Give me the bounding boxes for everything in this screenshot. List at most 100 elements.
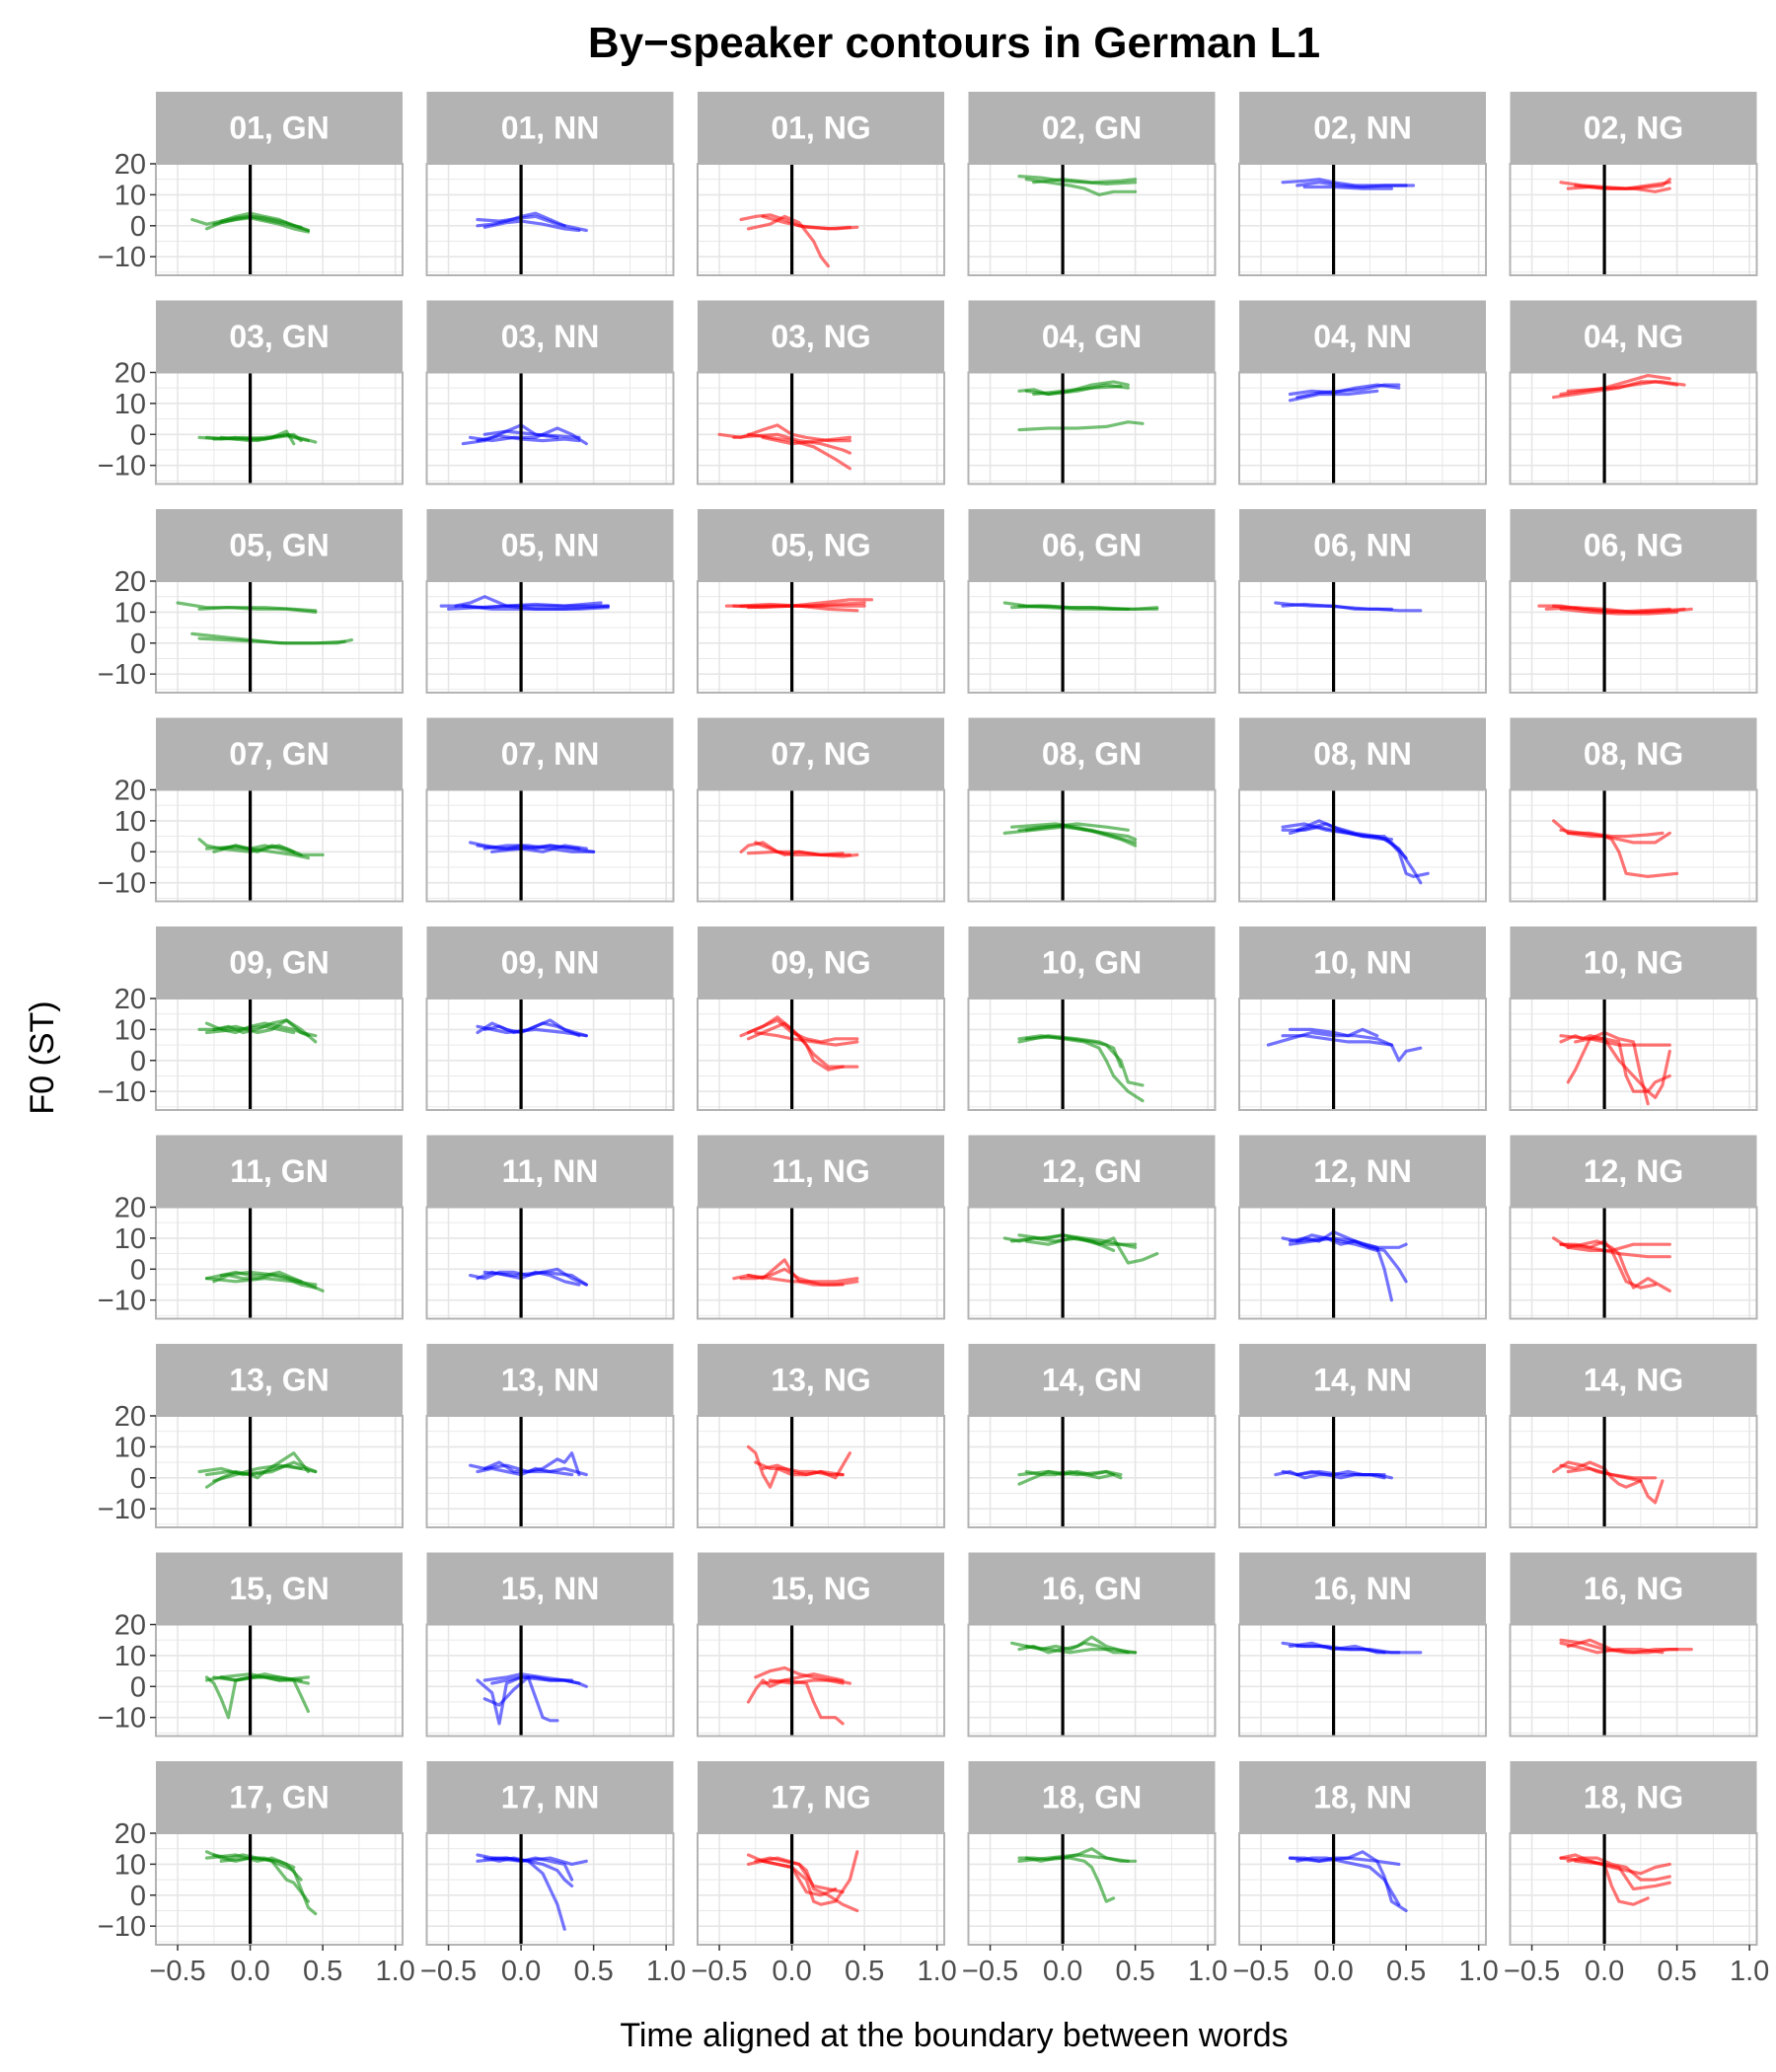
facet-panel: 02, NN: [1238, 92, 1487, 276]
facet-panel: 14, GN: [967, 1344, 1217, 1528]
facet-strip: [426, 92, 674, 164]
panel-background: [1510, 164, 1757, 275]
f0-contour-line: [1009, 604, 1130, 611]
f0-contour-line: [212, 1463, 303, 1483]
panel-background: [1510, 999, 1757, 1110]
x-tick-label: 0.0: [1585, 1956, 1624, 1987]
f0-contour-line: [1566, 1242, 1671, 1252]
f0-contour-line: [1281, 602, 1393, 611]
f0-contour-line: [1559, 1853, 1650, 1906]
facet-panel: 10, NN: [1238, 926, 1487, 1111]
panel-background: [1239, 1207, 1486, 1319]
panel-background: [156, 1416, 403, 1527]
facet-strip: [156, 1344, 403, 1416]
y-tick-label: −10: [98, 868, 146, 900]
chart-title: By−speaker contours in German L1: [588, 19, 1320, 67]
facet-strip-label: 13, NN: [501, 1363, 600, 1398]
panel-background: [156, 581, 403, 693]
panel-border: [967, 788, 1217, 903]
panel-border: [697, 163, 945, 276]
panel-border: [155, 580, 404, 694]
f0-contour-line: [219, 214, 303, 229]
x-tick-label: −0.5: [420, 1956, 477, 1987]
y-tick-label: 20: [114, 1818, 146, 1850]
facet-strip-label: 08, GN: [1042, 736, 1142, 772]
panel-border: [697, 1206, 945, 1320]
f0-contour-line: [746, 1021, 845, 1069]
panel-border: [1509, 1415, 1758, 1528]
panel-border: [425, 371, 675, 485]
facet-strip-label: 11, GN: [230, 1153, 329, 1189]
facet-strip: [156, 1552, 403, 1625]
facet-strip: [1510, 1552, 1757, 1625]
panel-border: [425, 1832, 675, 1946]
x-tick-label: 0.0: [230, 1956, 269, 1987]
f0-contour-line: [476, 214, 588, 233]
f0-contour-line: [1024, 1644, 1138, 1655]
panel-background: [1510, 1624, 1757, 1737]
facet-strip-label: 02, NG: [1584, 111, 1683, 146]
panel-background: [968, 999, 1216, 1110]
facet-strip: [698, 717, 944, 790]
f0-contour-line: [204, 1451, 310, 1489]
f0-contour-line: [1288, 1856, 1401, 1866]
panel-background: [1510, 1207, 1757, 1319]
facet-strip: [1239, 1761, 1486, 1833]
x-tick-label: 0.5: [303, 1956, 342, 1987]
facet-strip-label: 14, NN: [1313, 1363, 1412, 1398]
panel-background: [1239, 164, 1486, 275]
panel-background: [968, 789, 1216, 902]
y-tick-label: −10: [98, 1911, 146, 1943]
panel-background: [968, 1207, 1216, 1319]
panel-background: [1239, 1833, 1486, 1945]
facet-strip-label: 05, NN: [501, 528, 600, 563]
facet-strip-label: 09, GN: [229, 945, 329, 981]
facet-strip-label: 18, GN: [1042, 1780, 1142, 1815]
f0-contour-line: [1295, 1236, 1379, 1252]
x-tick-label: 0.0: [501, 1956, 541, 1987]
panel-border: [1238, 1415, 1487, 1528]
y-tick-label: 0: [130, 1881, 146, 1912]
facet-panel: 15, NG: [697, 1552, 945, 1738]
f0-contour-line: [1024, 822, 1130, 832]
y-tick-label: 20: [114, 776, 146, 807]
x-tick-label: −0.5: [1232, 1956, 1289, 1987]
facet-strip: [1510, 1344, 1757, 1416]
panel-background: [968, 164, 1216, 275]
facet-panel: 13, NG: [697, 1344, 945, 1528]
y-tick-label: 20: [114, 1401, 146, 1433]
facet-strip-label: 17, NN: [501, 1780, 600, 1815]
panel-background: [1510, 372, 1757, 484]
panel-background: [1510, 1416, 1757, 1527]
facet-panel: 08, NG: [1509, 717, 1758, 903]
panel-border: [1238, 371, 1487, 485]
f0-contour-line: [1566, 1466, 1658, 1480]
facet-panel: 11, NG: [697, 1135, 945, 1320]
panel-border: [425, 1415, 675, 1528]
f0-contour-line: [1024, 1469, 1116, 1480]
facet-panel: 14, NN: [1238, 1344, 1487, 1528]
facet-strip-label: 07, NN: [501, 736, 600, 772]
facet-panel: 06, NN: [1238, 509, 1487, 694]
facet-strip-label: 05, NG: [771, 528, 870, 563]
facet-strip-label: 03, NN: [501, 319, 600, 354]
y-tick-label: 20: [114, 149, 146, 181]
y-tick-label: −10: [98, 242, 146, 273]
f0-contour-line: [761, 1678, 845, 1726]
facet-strip-label: 06, GN: [1042, 528, 1142, 563]
panel-border: [697, 1415, 945, 1528]
facet-strip: [426, 1761, 674, 1833]
facet-strip-label: 15, GN: [229, 1571, 329, 1606]
facet-panel: 08, NN: [1238, 717, 1487, 903]
facet-strip: [968, 1344, 1216, 1416]
f0-contour-line: [476, 1024, 588, 1038]
facet-strip-label: 18, NN: [1313, 1780, 1412, 1815]
facet-strip-label: 04, GN: [1042, 319, 1142, 354]
panel-border: [697, 788, 945, 903]
facet-strip: [1510, 717, 1757, 790]
facet-strip: [1239, 1135, 1486, 1208]
panel-border: [155, 1206, 404, 1320]
facet-panel: 07, NG: [697, 717, 945, 903]
